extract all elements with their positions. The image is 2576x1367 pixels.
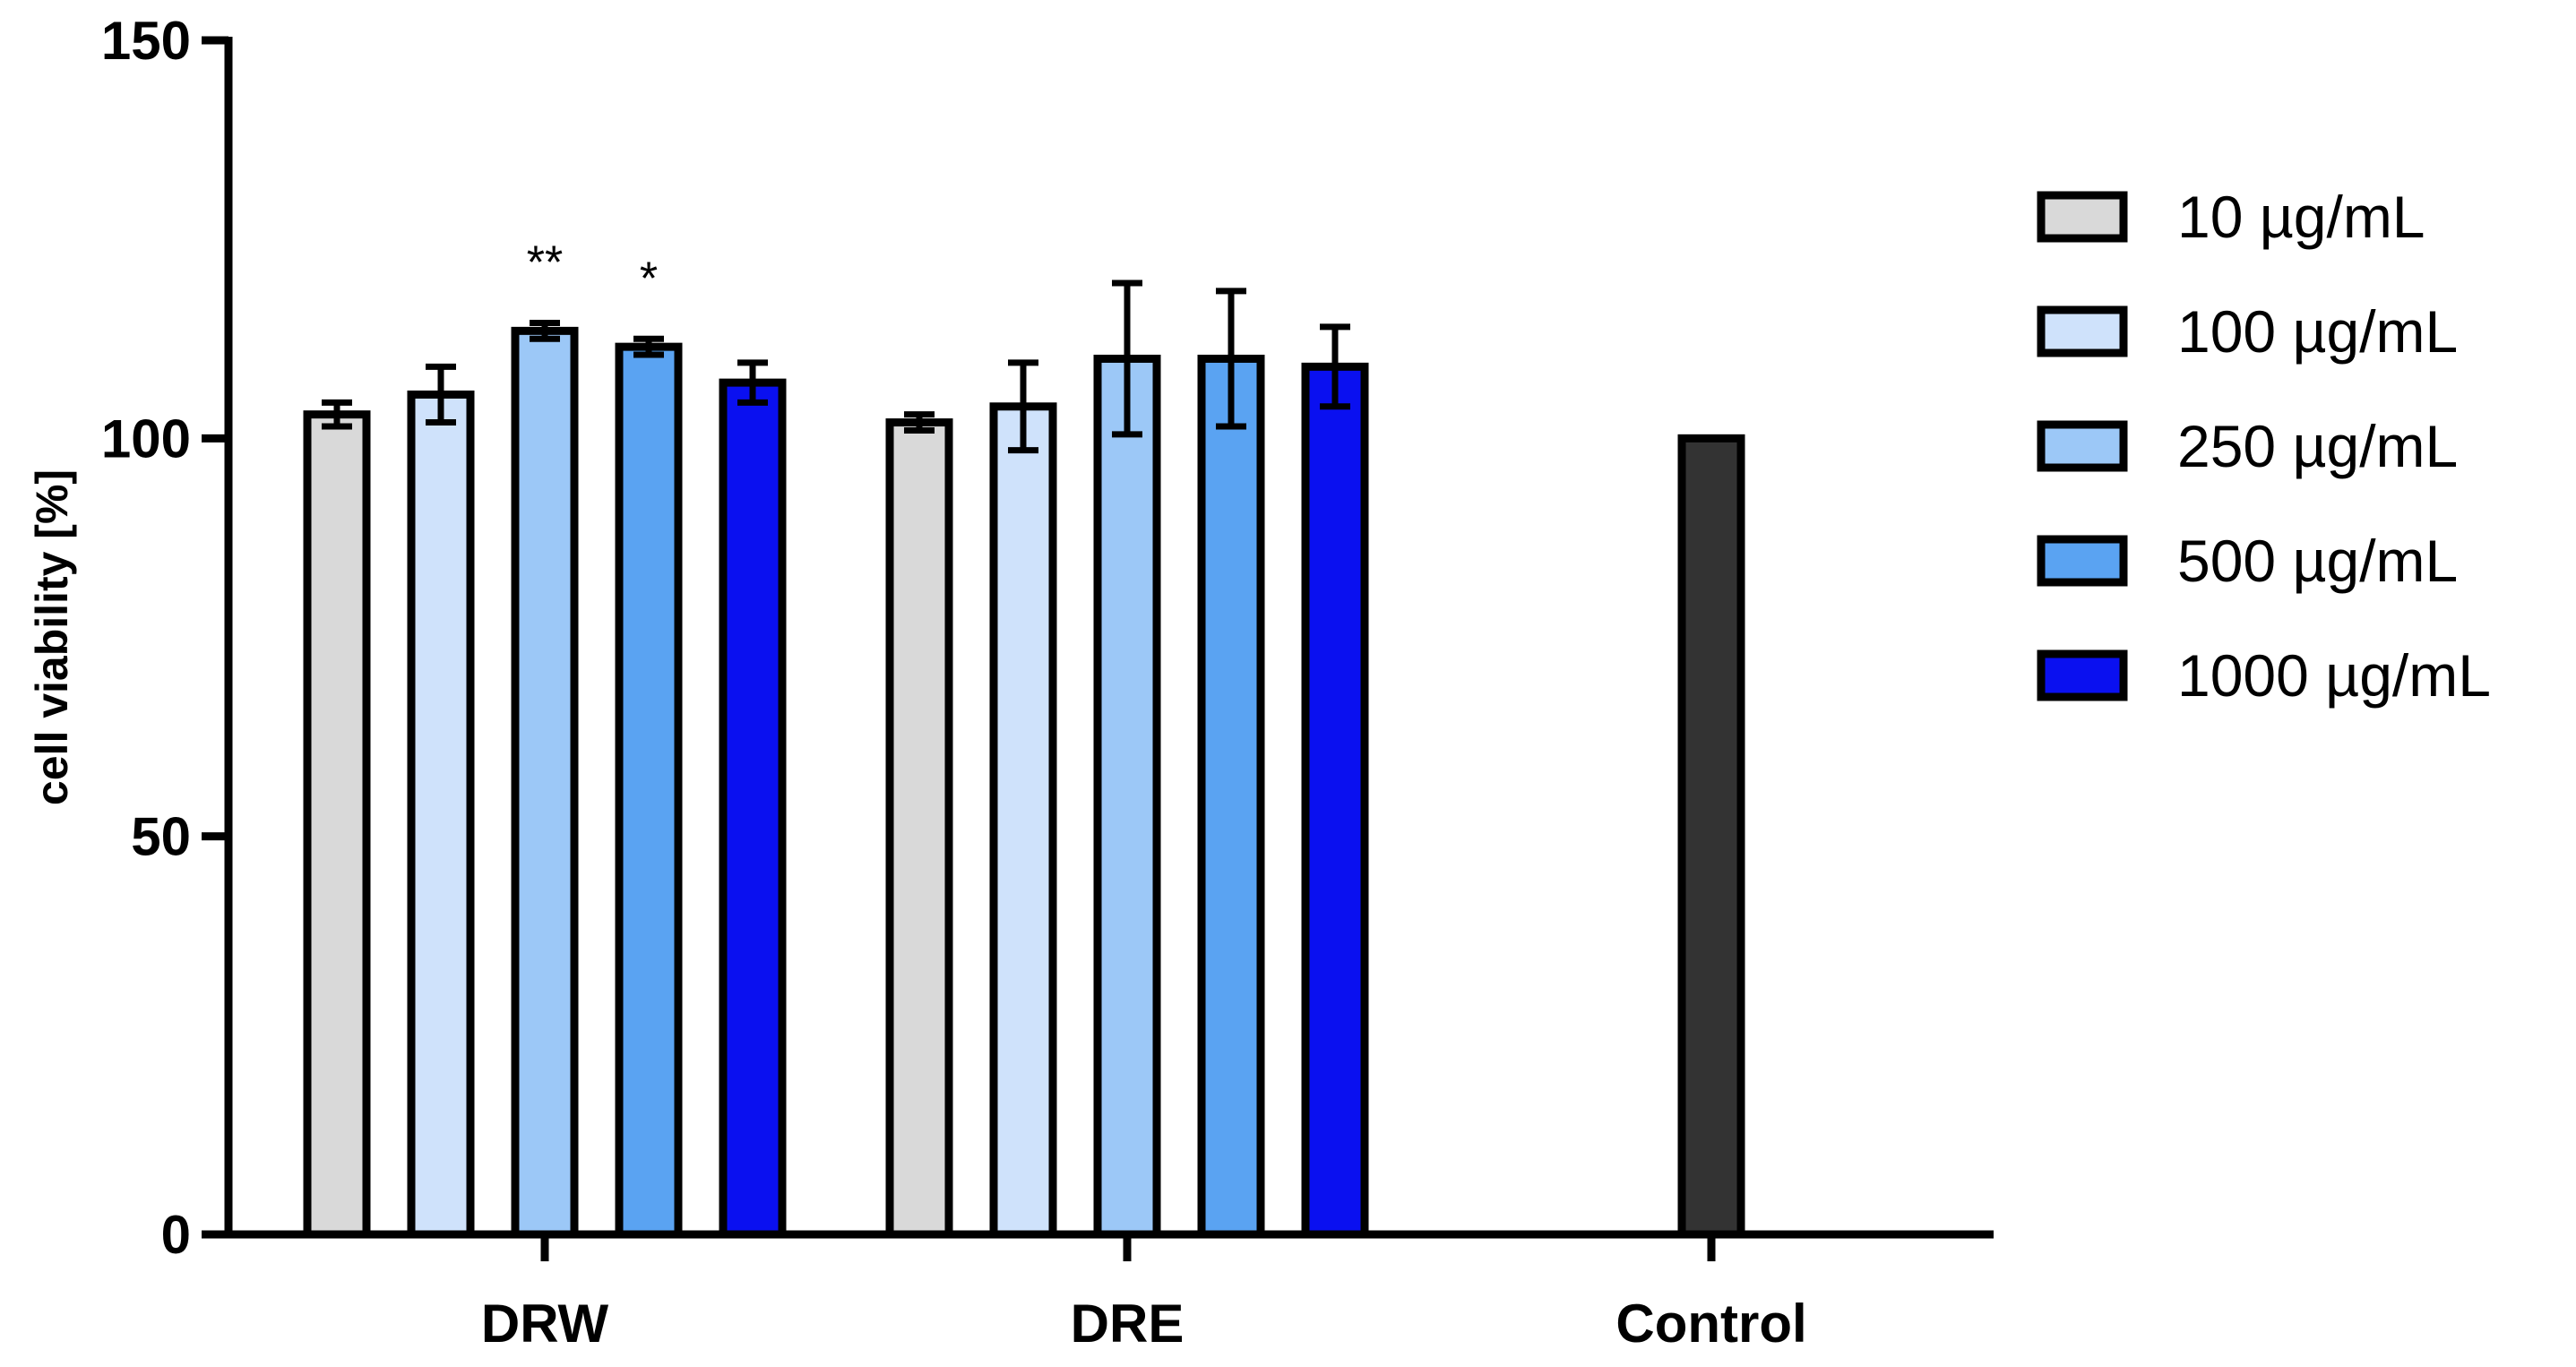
annotations-layer: ** * — [527, 236, 658, 305]
significance-marker-0: ** — [527, 236, 563, 288]
error-bars-layer — [322, 279, 1350, 454]
bar-DRE-2 — [1093, 354, 1161, 1239]
legend-label-0: 10 µg/mL — [2177, 184, 2425, 250]
bar-DRE-1 — [989, 402, 1057, 1239]
x-tick-label-DRE: DRE — [1071, 1294, 1185, 1354]
bar-DRW-4 — [719, 378, 787, 1239]
x-tick-label-DRW: DRW — [481, 1294, 609, 1354]
legend-swatch-4 — [2037, 649, 2128, 701]
bar-DRW-0 — [303, 410, 371, 1239]
bar-control — [1677, 434, 1745, 1239]
legend-swatch-2 — [2037, 420, 2128, 472]
legend: 10 µg/mL 100 µg/mL 250 µg/mL 500 µg/mL 1000 … — [2037, 184, 2491, 709]
y-tick-label-100: 100 — [101, 408, 191, 469]
bar-DRW-3 — [615, 342, 683, 1239]
x-tick-label-Control: Control — [1615, 1294, 1806, 1354]
bar-DRW-2 — [511, 326, 579, 1239]
bar-DRE-3 — [1197, 354, 1265, 1239]
bar-DRE-4 — [1301, 362, 1369, 1239]
legend-swatch-1 — [2037, 305, 2128, 357]
bars-layer — [303, 326, 1745, 1239]
bar-DRW-1 — [407, 390, 475, 1239]
legend-label-2: 250 µg/mL — [2177, 413, 2458, 479]
bar-DRE-0 — [885, 418, 953, 1239]
y-tick-label-0: 0 — [161, 1205, 191, 1265]
legend-label-3: 500 µg/mL — [2177, 528, 2458, 594]
y-tick-label-50: 50 — [131, 807, 191, 867]
legend-swatch-0 — [2037, 191, 2128, 243]
legend-label-4: 1000 µg/mL — [2177, 642, 2491, 709]
axes-layer: 0 50 100 150 DRW DRE Control cell viability [%] — [27, 11, 1994, 1354]
legend-swatch-3 — [2037, 535, 2128, 587]
y-tick-label-150: 150 — [101, 11, 191, 71]
legend-label-1: 100 µg/mL — [2177, 298, 2458, 365]
significance-marker-1: * — [640, 253, 658, 305]
y-axis-label: cell viability [%] — [27, 469, 77, 805]
